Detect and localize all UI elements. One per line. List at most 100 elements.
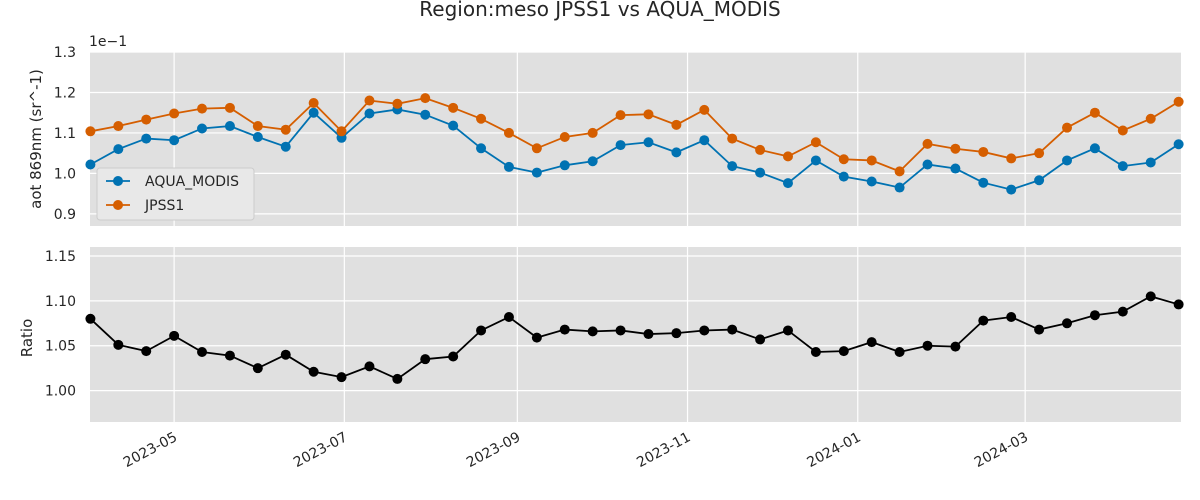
data-point-aqua-modis bbox=[782, 178, 793, 189]
data-point-aqua-modis bbox=[85, 159, 96, 170]
data-point-aqua-modis bbox=[113, 144, 124, 155]
bottom-plot-area bbox=[90, 247, 1181, 422]
data-point-ratio bbox=[197, 347, 208, 357]
data-point-jpss1 bbox=[308, 97, 319, 108]
data-point-aqua-modis bbox=[197, 123, 208, 134]
data-point-ratio bbox=[531, 332, 542, 343]
data-point-ratio bbox=[392, 373, 403, 384]
bottom-panel: 1.001.051.101.15 2023-05 2023-07 2023-09 20… bbox=[18, 247, 1184, 471]
data-point-aqua-modis bbox=[755, 167, 766, 178]
data-point-ratio bbox=[113, 339, 124, 350]
data-point-jpss1 bbox=[978, 146, 989, 157]
top-series bbox=[85, 93, 1184, 195]
data-point-jpss1 bbox=[782, 151, 793, 162]
data-point-ratio bbox=[699, 325, 710, 336]
data-point-ratio bbox=[671, 328, 682, 339]
data-point-aqua-modis bbox=[810, 155, 821, 166]
legend-marker-aqua-modis bbox=[113, 176, 123, 186]
top-y-tick-label: 1.0 bbox=[54, 166, 76, 182]
data-point-ratio bbox=[336, 372, 347, 383]
legend-label-aqua-modis: AQUA_MODIS bbox=[145, 174, 239, 190]
top-plot-area bbox=[90, 52, 1181, 226]
data-point-aqua-modis bbox=[587, 156, 598, 167]
data-point-aqua-modis bbox=[643, 137, 654, 148]
data-point-ratio bbox=[866, 337, 877, 348]
data-point-aqua-modis bbox=[364, 108, 375, 119]
data-point-ratio bbox=[224, 350, 235, 361]
data-point-ratio bbox=[782, 325, 793, 336]
bottom-y-tick-label: 1.10 bbox=[45, 294, 76, 310]
data-point-jpss1 bbox=[1173, 96, 1184, 107]
data-point-jpss1 bbox=[838, 154, 849, 165]
top-panel: 0.9 1.0 1.1 1.2 1.3 1e−1 aot 869nm (sr^-1) bbox=[27, 34, 1184, 226]
data-point-aqua-modis bbox=[1034, 175, 1045, 186]
x-tick-label: 2023-05 bbox=[121, 429, 180, 471]
data-point-ratio bbox=[587, 326, 598, 337]
data-point-jpss1 bbox=[420, 93, 431, 104]
data-point-jpss1 bbox=[392, 98, 403, 109]
data-point-ratio bbox=[85, 313, 96, 324]
data-point-aqua-modis bbox=[978, 177, 989, 188]
x-tick-label: 2023-09 bbox=[464, 429, 523, 471]
data-point-ratio bbox=[894, 347, 905, 357]
legend-label-jpss1: JPSS1 bbox=[144, 198, 184, 214]
chart-title: Region:meso JPSS1 vs AQUA_MODIS bbox=[419, 0, 780, 21]
legend-marker-jpss1 bbox=[113, 200, 123, 210]
data-point-ratio bbox=[1145, 291, 1156, 302]
data-point-aqua-modis bbox=[699, 135, 710, 146]
data-point-aqua-modis bbox=[224, 121, 235, 132]
bottom-y-tick-label: 1.05 bbox=[45, 339, 76, 355]
data-point-aqua-modis bbox=[448, 120, 459, 131]
data-point-aqua-modis bbox=[838, 171, 849, 182]
data-point-jpss1 bbox=[922, 138, 933, 149]
data-point-jpss1 bbox=[1006, 153, 1017, 164]
data-point-aqua-modis bbox=[141, 133, 152, 144]
data-point-ratio bbox=[838, 346, 849, 357]
data-point-aqua-modis bbox=[1173, 139, 1184, 150]
data-point-jpss1 bbox=[113, 121, 124, 132]
data-point-jpss1 bbox=[1089, 107, 1100, 118]
top-y-tick-label: 1.1 bbox=[54, 126, 76, 142]
data-point-jpss1 bbox=[810, 137, 821, 148]
y-offset-text: 1e−1 bbox=[89, 34, 127, 50]
legend-box bbox=[96, 167, 255, 221]
data-point-aqua-modis bbox=[420, 109, 431, 120]
data-point-ratio bbox=[280, 349, 291, 360]
bottom-y-axis-label: Ratio bbox=[18, 319, 36, 358]
data-point-jpss1 bbox=[252, 121, 263, 132]
bottom-grid bbox=[90, 247, 1181, 422]
data-point-ratio bbox=[476, 325, 487, 336]
data-point-aqua-modis bbox=[531, 167, 542, 178]
bottom-y-ticks: 1.00 1.05 1.10 1.15 bbox=[45, 249, 76, 400]
data-point-aqua-modis bbox=[894, 182, 905, 193]
data-point-ratio bbox=[1034, 324, 1045, 335]
top-y-axis-label: aot 869nm (sr^-1) bbox=[27, 69, 45, 209]
data-point-jpss1 bbox=[476, 113, 487, 124]
top-y-tick-label: 1.2 bbox=[54, 85, 76, 101]
data-point-ratio bbox=[559, 324, 570, 335]
data-point-ratio bbox=[810, 347, 821, 357]
data-point-jpss1 bbox=[587, 127, 598, 138]
data-point-ratio bbox=[169, 330, 180, 341]
data-point-ratio bbox=[727, 324, 738, 335]
data-point-jpss1 bbox=[1145, 113, 1156, 124]
bottom-y-tick-label: 1.15 bbox=[45, 249, 76, 265]
data-point-ratio bbox=[141, 346, 152, 357]
data-point-jpss1 bbox=[448, 102, 459, 113]
data-point-ratio bbox=[364, 361, 375, 372]
data-point-aqua-modis bbox=[671, 147, 682, 158]
data-point-jpss1 bbox=[169, 108, 180, 119]
data-point-jpss1 bbox=[1062, 122, 1073, 133]
x-ticks: 2023-05 2023-07 2023-09 2023-11 2024-01 2024-… bbox=[121, 429, 1031, 471]
data-point-jpss1 bbox=[559, 131, 570, 142]
data-point-ratio bbox=[1089, 310, 1100, 321]
data-point-jpss1 bbox=[531, 143, 542, 154]
data-point-aqua-modis bbox=[308, 107, 319, 118]
data-point-aqua-modis bbox=[476, 143, 487, 154]
data-point-aqua-modis bbox=[1145, 157, 1156, 168]
data-point-jpss1 bbox=[364, 95, 375, 106]
data-point-jpss1 bbox=[894, 166, 905, 177]
data-point-ratio bbox=[1062, 318, 1073, 329]
data-point-jpss1 bbox=[280, 124, 291, 135]
